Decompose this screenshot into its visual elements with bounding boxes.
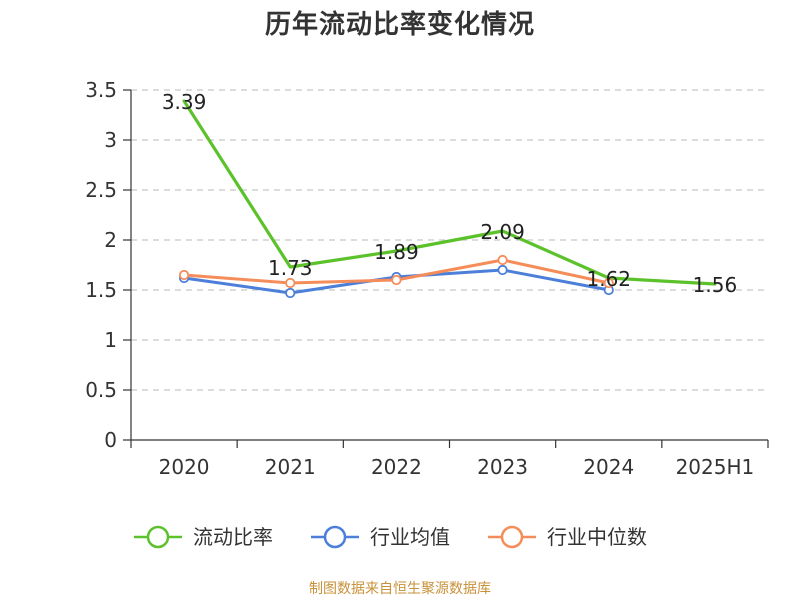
legend-label: 行业均值	[370, 525, 450, 549]
y-tick-label: 0	[104, 428, 117, 452]
y-tick-label: 3.5	[85, 78, 117, 102]
grid-lines	[131, 89, 768, 391]
data-point	[178, 269, 190, 281]
x-tick-label: 2020	[159, 455, 210, 479]
legend-marker	[323, 525, 347, 549]
y-tick-label: 1.5	[85, 278, 117, 302]
series-line	[182, 99, 717, 286]
data-point	[285, 277, 296, 289]
y-tick-label: 2	[104, 228, 117, 252]
series-lines	[178, 99, 717, 299]
data-label: 1.73	[268, 256, 313, 280]
data-labels: 3.39 1.73 1.89 2.09 1.62 1.56	[162, 90, 737, 297]
legend-marker	[146, 525, 170, 549]
data-point	[285, 287, 296, 299]
legend-label: 流动比率	[193, 525, 273, 549]
chart-title: 历年流动比率变化情况	[264, 10, 535, 40]
data-label: 1.62	[586, 267, 631, 291]
data-point	[603, 277, 614, 289]
y-tick-label: 2.5	[85, 178, 117, 202]
data-point	[497, 264, 508, 276]
x-tick-label: 2024	[583, 455, 634, 479]
legend-label: 行业中位数	[547, 525, 647, 549]
data-point	[497, 254, 508, 266]
y-tick-label: 3	[104, 128, 117, 152]
x-tick-label: 2021	[265, 455, 316, 479]
data-source-note: 制图数据来自恒生聚源数据库	[309, 581, 491, 597]
legend-marker	[500, 525, 524, 549]
data-label: 2.09	[480, 220, 525, 244]
x-tick-label: 2022	[371, 455, 422, 479]
x-tick-label: 2025H1	[676, 455, 755, 479]
data-point	[391, 274, 402, 286]
data-label: 3.39	[162, 90, 207, 114]
x-tick-label: 2023	[477, 455, 528, 479]
axes: 0 0.5 1 1.5 2 2.5 3 3.5 2020 2021 2022 2023 2024 2025…	[85, 78, 769, 479]
data-label: 1.89	[374, 240, 419, 264]
y-tick-label: 1	[104, 328, 117, 352]
y-tick-label: 0.5	[85, 378, 117, 402]
legend: 流动比率 行业均值 行业中位数	[134, 525, 647, 549]
data-label: 1.56	[693, 273, 738, 297]
